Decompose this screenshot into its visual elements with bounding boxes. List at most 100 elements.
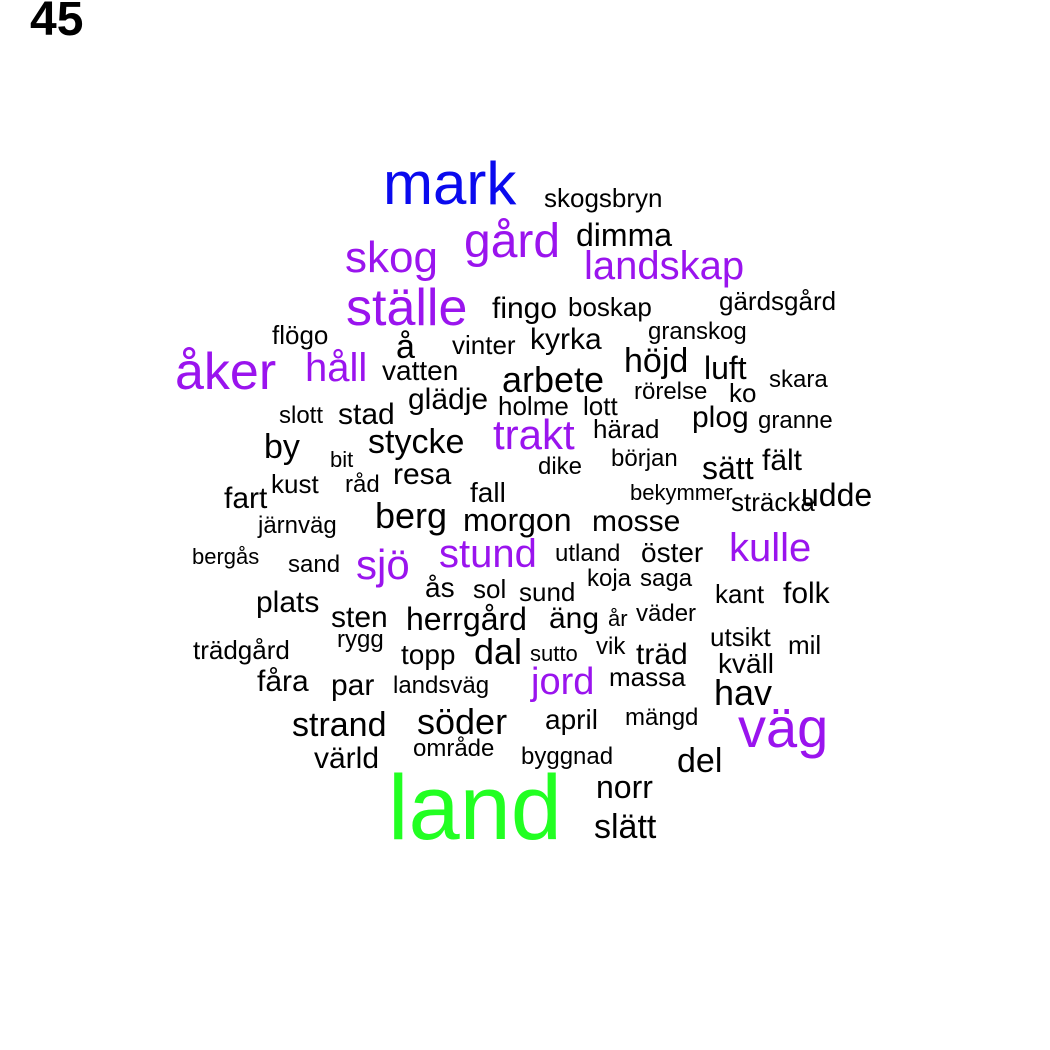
cloud-word: värld <box>314 742 380 775</box>
cloud-word: sträcka <box>731 487 815 517</box>
cloud-word: fåra <box>257 665 309 698</box>
cloud-word: fall <box>470 477 506 508</box>
cloud-word: kulle <box>729 526 812 570</box>
cloud-word: å <box>396 328 415 366</box>
cloud-word: järnväg <box>258 512 337 539</box>
cloud-word: kant <box>715 579 765 609</box>
cloud-word: mark <box>383 150 517 217</box>
cloud-word: rörelse <box>634 378 708 405</box>
cloud-word: fält <box>762 444 803 477</box>
cloud-word: trädgård <box>193 635 290 665</box>
cloud-word: utland <box>555 540 621 567</box>
cloud-word: år <box>608 606 628 631</box>
cloud-word: håll <box>305 346 368 390</box>
cloud-word: bit <box>330 447 354 472</box>
cloud-word: landskap <box>584 244 745 288</box>
cloud-word: sund <box>519 577 576 607</box>
cloud-word: öster <box>641 537 704 568</box>
cloud-word: strand <box>292 706 387 744</box>
cloud-word: lott <box>583 391 618 421</box>
cloud-word: vinter <box>452 330 516 360</box>
cloud-word: träd <box>636 638 688 671</box>
cloud-word: koja <box>587 565 632 592</box>
cloud-word: område <box>413 735 495 762</box>
cloud-word: utsikt <box>710 622 771 652</box>
cloud-word: mil <box>788 630 822 660</box>
cloud-word: kust <box>271 469 319 499</box>
cloud-word: bergås <box>192 544 260 569</box>
cloud-word: höjd <box>624 342 689 380</box>
cloud-word: dal <box>474 631 523 672</box>
cloud-word: udde <box>801 477 873 513</box>
cloud-word: plats <box>256 586 320 619</box>
cloud-word: kyrka <box>530 323 602 356</box>
cloud-word: saga <box>640 565 693 592</box>
cloud-word: berg <box>375 495 448 536</box>
cloud-word: ko <box>729 378 757 408</box>
cloud-word: byggnad <box>521 743 614 770</box>
cloud-word: stycke <box>368 423 465 461</box>
cloud-word: jord <box>531 661 595 703</box>
cloud-word: väg <box>738 696 829 759</box>
cloud-word: sol <box>473 574 507 604</box>
cloud-word: äng <box>549 602 600 635</box>
cloud-word: dimma <box>576 217 673 253</box>
cloud-word: arbete <box>502 359 605 400</box>
cloud-word: söder <box>417 701 508 742</box>
cloud-word: flögo <box>272 320 329 350</box>
cloud-word: sjö <box>356 541 410 588</box>
cloud-word: boskap <box>568 292 652 322</box>
cloud-word: ås <box>425 572 455 603</box>
cloud-word: början <box>611 445 678 472</box>
cloud-word: massa <box>609 662 686 692</box>
cloud-word: resa <box>393 458 452 491</box>
cloud-word: hav <box>714 672 773 713</box>
cloud-word: herrgård <box>406 601 527 637</box>
cloud-word: råd <box>345 471 380 498</box>
cloud-word: by <box>264 428 300 466</box>
cloud-word: ställe <box>346 279 468 337</box>
cloud-word: gård <box>464 215 561 268</box>
cloud-word: sätt <box>702 450 754 486</box>
figure-label: 45 <box>30 0 84 46</box>
cloud-word: fingo <box>492 292 558 325</box>
cloud-word: land <box>388 757 562 859</box>
cloud-word: slätt <box>594 808 657 846</box>
cloud-word: kväll <box>718 648 775 679</box>
cloud-word: bekymmer <box>630 480 733 505</box>
cloud-word: mängd <box>625 704 699 731</box>
cloud-word: gärdsgård <box>719 286 837 316</box>
cloud-word: mosse <box>592 505 681 538</box>
cloud-word: granne <box>758 407 833 434</box>
cloud-word: vatten <box>382 355 459 386</box>
cloud-word: vik <box>596 633 626 660</box>
cloud-word: sutto <box>530 641 578 666</box>
cloud-word: norr <box>596 769 653 805</box>
cloud-word: luft <box>704 350 747 386</box>
cloud-word: landsväg <box>393 672 490 699</box>
cloud-word: glädje <box>408 383 489 416</box>
cloud-word: skara <box>769 366 828 393</box>
cloud-word: stund <box>439 532 537 576</box>
cloud-word: dike <box>538 453 583 480</box>
cloud-word: trakt <box>493 411 575 458</box>
cloud-word: plog <box>692 401 749 434</box>
cloud-word: folk <box>783 577 830 610</box>
cloud-word: skogsbryn <box>544 183 663 213</box>
cloud-word: del <box>677 742 723 780</box>
cloud-word: sand <box>288 551 341 578</box>
cloud-word: stad <box>338 398 395 431</box>
cloud-word: sten <box>331 601 388 634</box>
cloud-word: slott <box>279 402 324 429</box>
cloud-word: granskog <box>648 318 747 345</box>
cloud-word: åker <box>175 343 277 401</box>
cloud-word: topp <box>401 639 456 670</box>
cloud-word: väder <box>636 600 697 627</box>
cloud-word: morgon <box>463 502 572 538</box>
cloud-word: härad <box>593 414 660 444</box>
cloud-word: skog <box>345 233 438 282</box>
cloud-word: fart <box>224 482 268 515</box>
cloud-word: holme <box>498 391 569 421</box>
cloud-word: april <box>545 704 598 735</box>
